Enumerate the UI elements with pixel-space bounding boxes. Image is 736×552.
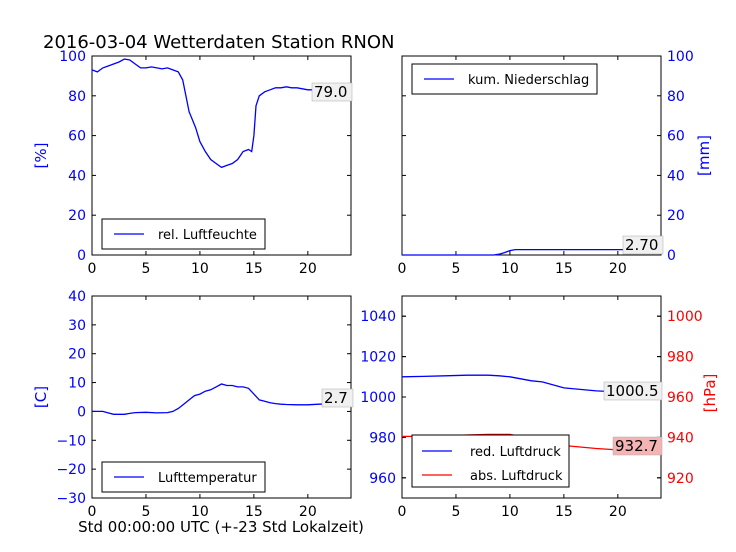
y-right-tick-label: 960 xyxy=(667,390,694,406)
y-right-tick-label: 60 xyxy=(667,129,685,145)
x-tick-label: 10 xyxy=(191,261,209,277)
value-annotation-box xyxy=(603,381,663,401)
y-tick-label: 1020 xyxy=(360,350,396,366)
y-right-tick-label: 940 xyxy=(667,430,694,446)
legend-label: red. Luftdruck xyxy=(470,445,561,460)
value-annotation-box xyxy=(622,235,664,255)
legend-label: abs. Luftdruck xyxy=(470,469,563,484)
y-right-tick-label: 980 xyxy=(667,350,694,366)
y-tick-label: 100 xyxy=(59,49,86,65)
y-tick-label: 0 xyxy=(77,248,86,264)
value-annotation: 79.0 xyxy=(314,83,347,101)
value-annotation: 2.70 xyxy=(625,236,658,254)
x-tick-label: 5 xyxy=(141,261,150,277)
y-tick-label: 20 xyxy=(68,347,86,363)
y-tick-label: 960 xyxy=(369,471,396,487)
chart-title: 2016-03-04 Wetterdaten Station RNON xyxy=(43,32,394,53)
y-tick-label: 40 xyxy=(68,168,86,184)
x-tick-label: 5 xyxy=(451,504,460,520)
x-tick-label: 15 xyxy=(245,504,263,520)
panel-humidity: 0 5 10 15 20 0 20 40 60 80 100 [%] rel. Luftfeuchte 7… xyxy=(32,49,353,277)
legend-box xyxy=(411,434,570,488)
x-tick-label: 10 xyxy=(501,261,519,277)
y-right-tick-label: 100 xyxy=(667,49,694,65)
plot-frame xyxy=(401,55,662,256)
y-tick-label: 0 xyxy=(77,404,86,420)
x-tick-label: 20 xyxy=(609,261,627,277)
value-annotation: 1000.5 xyxy=(606,382,659,400)
y-right-tick-label: 80 xyxy=(667,89,685,105)
panel-precip: 0 5 10 15 20 0 20 40 60 80 100 [mm] kum. Niederschla… xyxy=(398,49,713,277)
y-axis-label: [mm] xyxy=(695,135,713,176)
series-line-red-luftdruck xyxy=(401,374,662,397)
y-right-tick-label: 40 xyxy=(667,168,685,184)
y-right-tick-label: 20 xyxy=(667,208,685,224)
series-line-kum-niederschlag xyxy=(402,248,661,256)
legend-label: kum. Niederschlag xyxy=(468,73,589,88)
legend-label: rel. Luftfeuchte xyxy=(158,228,257,243)
legend-label: Lufttemperatur xyxy=(158,471,257,486)
x-tick-label: 10 xyxy=(191,504,209,520)
y-right-tick-label: 1000 xyxy=(667,309,703,325)
panel-temperature: 0 5 10 15 20 −30 −20 −10 0 10 20 30 40 [C] Lufttempera… xyxy=(32,289,354,520)
x-tick-label: 5 xyxy=(451,261,460,277)
y-tick-label: 1000 xyxy=(360,390,396,406)
x-tick-label: 0 xyxy=(88,504,97,520)
value-annotation: 932.7 xyxy=(615,437,658,455)
x-tick-label: 10 xyxy=(501,504,519,520)
x-tick-label: 20 xyxy=(609,504,627,520)
x-axis-label: Std 00:00:00 UTC (+-23 Std Lokalzeit) xyxy=(78,518,364,536)
y-right-tick-label: 920 xyxy=(667,471,694,487)
y-right-axis-label: [hPa] xyxy=(701,374,719,413)
y-axis-label: [%] xyxy=(32,143,50,169)
value-annotation-box xyxy=(311,82,353,102)
x-tick-label: 15 xyxy=(245,261,263,277)
plot-frame xyxy=(91,55,352,256)
y-tick-label: −20 xyxy=(56,462,86,478)
y-tick-label: 40 xyxy=(68,289,86,305)
value-annotation-box xyxy=(612,436,663,456)
x-tick-label: 15 xyxy=(555,261,573,277)
y-tick-label: 1040 xyxy=(360,309,396,325)
y-tick-label: 80 xyxy=(68,89,86,105)
x-tick-label: 5 xyxy=(141,504,150,520)
series-line-lufttemperatur xyxy=(92,383,351,415)
panel-pressure: 0 5 10 15 20 960 980 1000 1020 1040 920 940 960 980 10… xyxy=(360,295,719,520)
x-tick-label: 20 xyxy=(299,504,317,520)
y-tick-label: 10 xyxy=(68,376,86,392)
x-tick-label: 0 xyxy=(88,261,97,277)
value-annotation-box xyxy=(321,388,354,408)
series-line-rel-luftfeuchte xyxy=(91,58,352,169)
y-axis-label: [C] xyxy=(32,386,50,408)
y-tick-label: 20 xyxy=(68,208,86,224)
x-tick-label: 20 xyxy=(299,261,317,277)
x-tick-label: 15 xyxy=(555,504,573,520)
y-tick-label: 60 xyxy=(68,129,86,145)
x-tick-label: 0 xyxy=(398,504,407,520)
y-tick-label: −10 xyxy=(56,433,86,449)
y-right-tick-label: 0 xyxy=(667,248,676,264)
y-tick-label: −30 xyxy=(56,491,86,507)
y-tick-label: 980 xyxy=(369,430,396,446)
y-tick-label: 30 xyxy=(68,318,86,334)
x-tick-label: 0 xyxy=(398,261,407,277)
value-annotation: 2.7 xyxy=(324,389,348,407)
